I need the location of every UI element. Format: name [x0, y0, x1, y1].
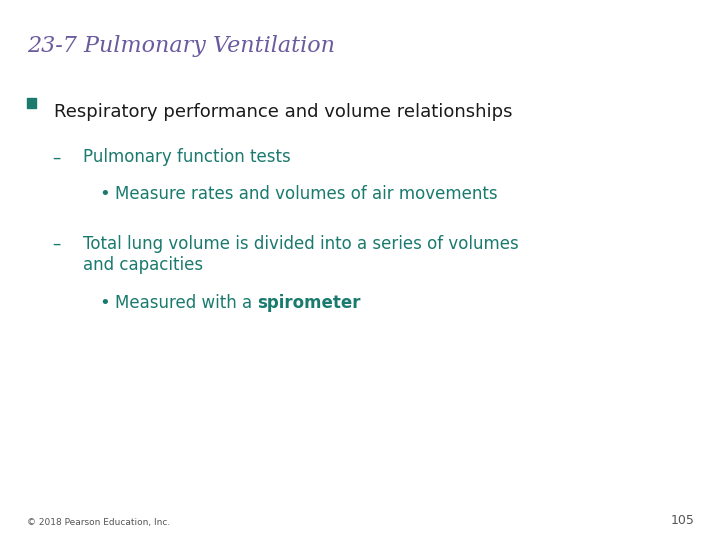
Text: spirometer: spirometer [258, 294, 361, 312]
Text: Total lung volume is divided into a series of volumes
and capacities: Total lung volume is divided into a seri… [83, 235, 518, 274]
Text: 23-7 Pulmonary Ventilation: 23-7 Pulmonary Ventilation [27, 35, 336, 57]
Text: Measure rates and volumes of air movements: Measure rates and volumes of air movemen… [115, 185, 498, 202]
Text: –: – [53, 235, 61, 253]
Bar [27, 98, 36, 108]
Text: Pulmonary function tests: Pulmonary function tests [83, 148, 291, 166]
Text: Measured with a: Measured with a [115, 294, 258, 312]
Text: 105: 105 [671, 514, 695, 526]
Text: –: – [53, 148, 61, 166]
Text: •: • [99, 185, 110, 202]
Text: •: • [99, 294, 110, 312]
Text: Respiratory performance and volume relationships: Respiratory performance and volume relat… [54, 103, 513, 120]
Text: © 2018 Pearson Education, Inc.: © 2018 Pearson Education, Inc. [27, 517, 171, 526]
